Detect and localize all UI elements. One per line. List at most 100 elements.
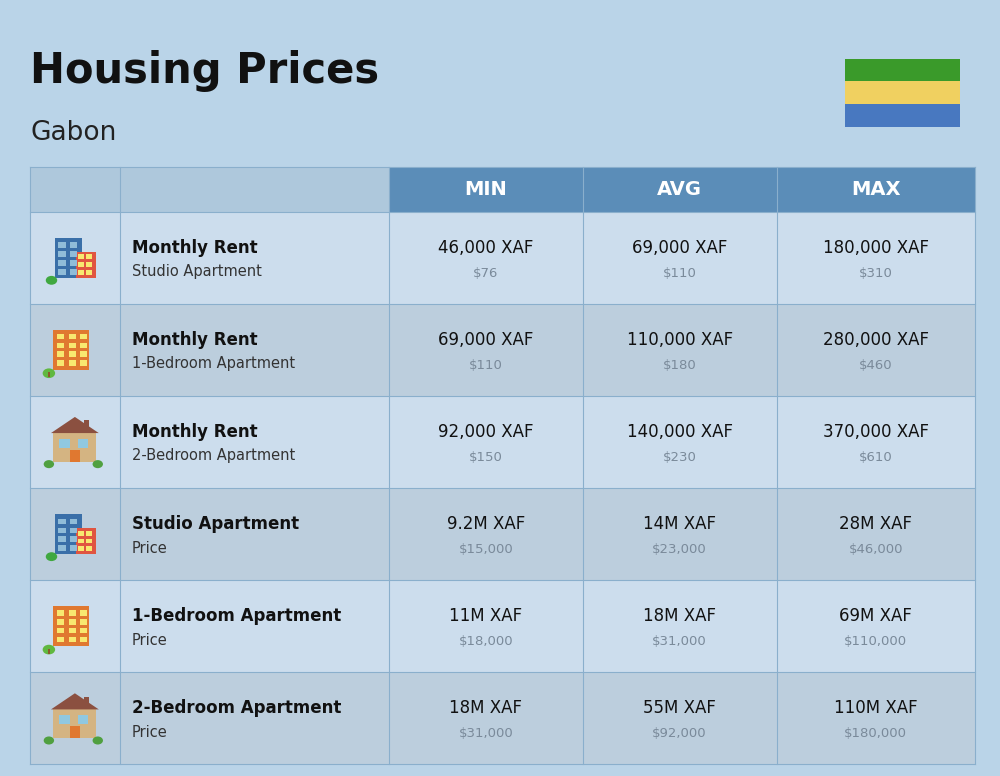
Circle shape [93, 736, 103, 744]
FancyBboxPatch shape [57, 342, 64, 348]
FancyBboxPatch shape [55, 237, 82, 278]
FancyBboxPatch shape [86, 262, 92, 267]
FancyBboxPatch shape [58, 242, 66, 248]
Text: 11M XAF: 11M XAF [449, 607, 523, 625]
Text: Price: Price [132, 725, 168, 740]
FancyBboxPatch shape [30, 212, 975, 303]
FancyBboxPatch shape [120, 167, 389, 212]
Text: 370,000 XAF: 370,000 XAF [823, 423, 929, 441]
FancyBboxPatch shape [86, 539, 92, 543]
FancyBboxPatch shape [58, 518, 66, 525]
FancyBboxPatch shape [70, 518, 77, 525]
Text: AVG: AVG [657, 180, 702, 199]
Text: MIN: MIN [465, 180, 507, 199]
FancyBboxPatch shape [58, 546, 66, 551]
Text: $310: $310 [859, 267, 893, 279]
FancyBboxPatch shape [80, 628, 87, 633]
Text: Studio Apartment: Studio Apartment [132, 515, 299, 533]
FancyBboxPatch shape [70, 251, 77, 257]
Circle shape [46, 276, 57, 285]
FancyBboxPatch shape [58, 251, 66, 257]
FancyBboxPatch shape [70, 242, 77, 248]
FancyBboxPatch shape [845, 104, 960, 127]
FancyBboxPatch shape [57, 334, 64, 339]
FancyBboxPatch shape [86, 270, 92, 275]
FancyBboxPatch shape [57, 619, 64, 625]
Text: 2-Bedroom Apartment: 2-Bedroom Apartment [132, 449, 295, 463]
FancyBboxPatch shape [84, 420, 89, 431]
FancyBboxPatch shape [80, 636, 87, 643]
FancyBboxPatch shape [80, 619, 87, 625]
Circle shape [43, 369, 55, 378]
FancyBboxPatch shape [57, 360, 64, 366]
Text: $15,000: $15,000 [459, 543, 513, 556]
Polygon shape [51, 693, 99, 709]
FancyBboxPatch shape [57, 636, 64, 643]
FancyBboxPatch shape [80, 352, 87, 357]
FancyBboxPatch shape [389, 167, 583, 212]
FancyBboxPatch shape [30, 488, 975, 580]
Text: $110: $110 [469, 359, 503, 372]
FancyBboxPatch shape [80, 342, 87, 348]
FancyBboxPatch shape [69, 610, 76, 615]
Text: $76: $76 [473, 267, 499, 279]
Text: 2-Bedroom Apartment: 2-Bedroom Apartment [132, 699, 341, 717]
FancyBboxPatch shape [86, 546, 92, 551]
FancyBboxPatch shape [53, 606, 89, 646]
Text: $610: $610 [859, 451, 893, 464]
FancyBboxPatch shape [69, 342, 76, 348]
Text: $23,000: $23,000 [652, 543, 707, 556]
FancyBboxPatch shape [58, 536, 66, 542]
Text: 110M XAF: 110M XAF [834, 699, 918, 717]
FancyBboxPatch shape [80, 360, 87, 366]
FancyBboxPatch shape [80, 334, 87, 339]
Text: Price: Price [132, 632, 168, 648]
FancyBboxPatch shape [69, 352, 76, 357]
Text: $460: $460 [859, 359, 893, 372]
FancyBboxPatch shape [58, 528, 66, 533]
Polygon shape [51, 417, 99, 433]
Text: MAX: MAX [851, 180, 901, 199]
FancyBboxPatch shape [58, 269, 66, 275]
Circle shape [93, 460, 103, 468]
Text: $180,000: $180,000 [844, 727, 907, 740]
FancyBboxPatch shape [845, 81, 960, 104]
Text: Monthly Rent: Monthly Rent [132, 423, 257, 441]
Text: 28M XAF: 28M XAF [839, 515, 912, 533]
FancyBboxPatch shape [30, 303, 975, 396]
Circle shape [44, 736, 54, 744]
Text: 18M XAF: 18M XAF [449, 699, 522, 717]
FancyBboxPatch shape [78, 262, 84, 267]
FancyBboxPatch shape [80, 610, 87, 615]
Text: Price: Price [132, 541, 168, 556]
Text: Gabon: Gabon [30, 120, 116, 147]
FancyBboxPatch shape [30, 396, 975, 488]
Text: 69,000 XAF: 69,000 XAF [438, 331, 534, 348]
FancyBboxPatch shape [78, 531, 84, 535]
FancyBboxPatch shape [48, 372, 50, 377]
Circle shape [46, 553, 57, 561]
FancyBboxPatch shape [57, 628, 64, 633]
FancyBboxPatch shape [69, 636, 76, 643]
FancyBboxPatch shape [55, 514, 82, 554]
FancyBboxPatch shape [845, 59, 960, 81]
FancyBboxPatch shape [48, 649, 50, 653]
FancyBboxPatch shape [30, 580, 975, 672]
FancyBboxPatch shape [78, 539, 84, 543]
Text: 55M XAF: 55M XAF [643, 699, 716, 717]
FancyBboxPatch shape [70, 528, 77, 533]
Circle shape [43, 645, 55, 654]
FancyBboxPatch shape [78, 715, 88, 724]
FancyBboxPatch shape [53, 709, 96, 739]
Text: $110,000: $110,000 [844, 636, 907, 648]
FancyBboxPatch shape [76, 251, 96, 278]
FancyBboxPatch shape [69, 619, 76, 625]
Text: $180: $180 [663, 359, 697, 372]
FancyBboxPatch shape [57, 352, 64, 357]
Text: $31,000: $31,000 [652, 636, 707, 648]
FancyBboxPatch shape [78, 546, 84, 551]
FancyBboxPatch shape [84, 697, 89, 707]
Text: Housing Prices: Housing Prices [30, 50, 379, 92]
FancyBboxPatch shape [70, 536, 77, 542]
Text: 110,000 XAF: 110,000 XAF [627, 331, 733, 348]
